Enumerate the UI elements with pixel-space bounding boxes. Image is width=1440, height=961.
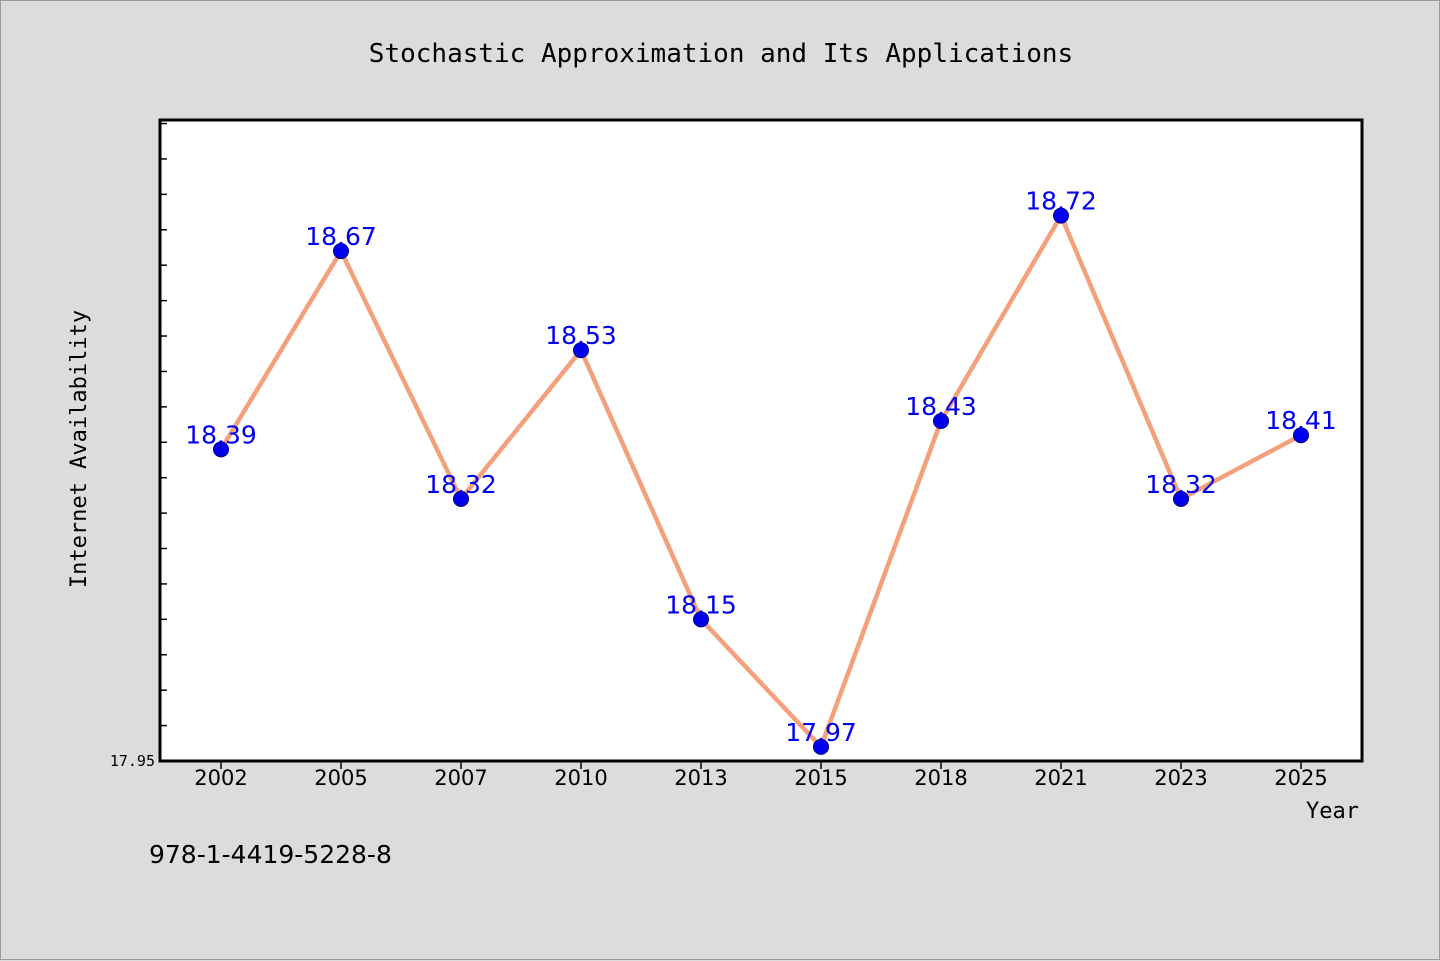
data-point: [813, 738, 829, 755]
data-label: 18.32: [1145, 470, 1217, 499]
data-point: [1293, 427, 1309, 444]
data-point: [933, 413, 949, 430]
data-point: [573, 342, 589, 359]
data-label: 18.53: [545, 321, 617, 350]
data-label: 18.43: [905, 392, 977, 421]
data-point: [1173, 490, 1189, 507]
x-tick-label: 2002: [194, 766, 247, 790]
data-label: 18.41: [1265, 406, 1337, 435]
x-tick-label: 2010: [554, 766, 607, 790]
x-tick-label: 2018: [914, 766, 967, 790]
chart-title: Stochastic Approximation and Its Applica…: [369, 39, 1073, 69]
x-axis-title: Year: [1306, 799, 1359, 824]
data-point: [453, 490, 469, 507]
data-point: [1053, 207, 1069, 224]
x-tick-label: 2007: [434, 766, 487, 790]
y-axis-ticks: 17.95: [110, 122, 167, 770]
x-axis-ticks: 2002 2005 2007 2010 2013 2015 2018 2021 2023 2025: [194, 761, 1328, 790]
x-tick-label: 2023: [1154, 766, 1207, 790]
data-label: 18.39: [185, 420, 257, 449]
data-label: 18.72: [1025, 187, 1097, 216]
x-tick-label: 2005: [314, 766, 367, 790]
y-tick-label: 17.95: [110, 752, 155, 770]
x-tick-label: 2013: [674, 766, 727, 790]
y-axis-title: Internet Availability: [67, 310, 92, 588]
data-point: [333, 243, 349, 260]
plot-area: [158, 118, 1364, 763]
data-point: [693, 611, 709, 628]
data-point: [213, 441, 229, 458]
data-label: 18.15: [665, 590, 737, 619]
x-tick-label: 2021: [1034, 766, 1087, 790]
data-label: 18.67: [305, 222, 377, 251]
series-group: 18.39 18.67 18.32 18.53 18.15 17.97 18.43 18.72…: [185, 187, 1337, 755]
x-tick-label: 2015: [794, 766, 847, 790]
isbn-label: 978-1-4419-5228-8: [149, 840, 392, 869]
x-tick-label: 2025: [1274, 766, 1327, 790]
series-line: [218, 213, 1304, 750]
data-label: 18.32: [425, 470, 497, 499]
data-label: 17.97: [785, 718, 857, 747]
